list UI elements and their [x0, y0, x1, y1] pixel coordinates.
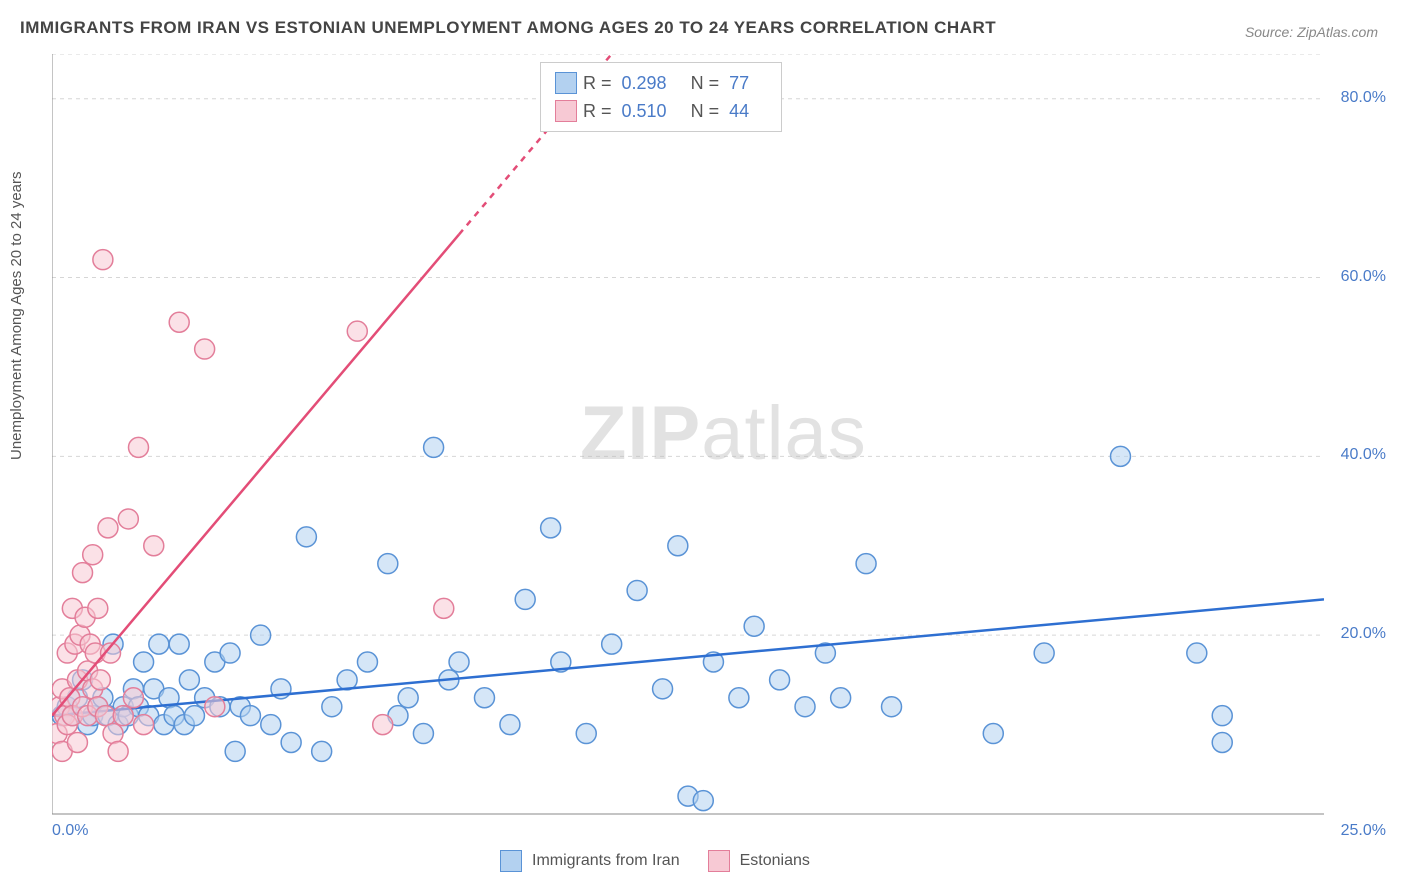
- y-axis-label: Unemployment Among Ages 20 to 24 years: [8, 171, 25, 460]
- scatter-point: [1212, 732, 1232, 752]
- scatter-point: [118, 509, 138, 529]
- correlation-legend: R = 0.298 N = 77 R = 0.510 N = 44: [540, 62, 782, 132]
- scatter-point: [98, 518, 118, 538]
- y-tick-label: 20.0%: [1341, 625, 1386, 643]
- scatter-point: [134, 715, 154, 735]
- series-legend-item: Estonians: [708, 850, 810, 872]
- plot-area: [52, 54, 1324, 824]
- y-tick-label: 60.0%: [1341, 268, 1386, 286]
- scatter-point: [413, 724, 433, 744]
- scatter-point: [322, 697, 342, 717]
- r-label: R =: [583, 101, 612, 122]
- legend-swatch: [500, 850, 522, 872]
- y-tick-label: 80.0%: [1341, 89, 1386, 107]
- legend-swatch: [555, 100, 577, 122]
- series-legend-item: Immigrants from Iran: [500, 850, 680, 872]
- scatter-point: [347, 321, 367, 341]
- scatter-point: [179, 670, 199, 690]
- scatter-point: [653, 679, 673, 699]
- scatter-point: [449, 652, 469, 672]
- scatter-point: [251, 625, 271, 645]
- n-value: 44: [729, 101, 749, 122]
- scatter-point: [357, 652, 377, 672]
- scatter-point: [123, 688, 143, 708]
- y-tick-label: 40.0%: [1341, 446, 1386, 464]
- scatter-point: [149, 634, 169, 654]
- correlation-legend-row: R = 0.298 N = 77: [555, 69, 767, 97]
- n-value: 77: [729, 73, 749, 94]
- legend-swatch: [708, 850, 730, 872]
- scatter-point: [169, 634, 189, 654]
- scatter-point: [128, 437, 148, 457]
- scatter-point: [770, 670, 790, 690]
- scatter-point: [296, 527, 316, 547]
- scatter-point: [729, 688, 749, 708]
- scatter-point: [373, 715, 393, 735]
- scatter-point: [500, 715, 520, 735]
- scatter-point: [67, 732, 87, 752]
- source-attribution: Source: ZipAtlas.com: [1245, 24, 1378, 40]
- scatter-point: [184, 706, 204, 726]
- scatter-point: [281, 732, 301, 752]
- scatter-svg: [52, 54, 1324, 824]
- x-tick-label: 0.0%: [52, 822, 88, 840]
- scatter-point: [95, 706, 115, 726]
- scatter-point: [983, 724, 1003, 744]
- scatter-point: [795, 697, 815, 717]
- scatter-point: [602, 634, 622, 654]
- scatter-point: [1110, 446, 1130, 466]
- scatter-point: [424, 437, 444, 457]
- scatter-point: [93, 250, 113, 270]
- scatter-point: [73, 563, 93, 583]
- scatter-point: [261, 715, 281, 735]
- scatter-point: [195, 339, 215, 359]
- scatter-point: [90, 670, 110, 690]
- scatter-point: [378, 554, 398, 574]
- scatter-point: [312, 741, 332, 761]
- r-label: R =: [583, 73, 612, 94]
- scatter-point: [88, 598, 108, 618]
- chart-title: IMMIGRANTS FROM IRAN VS ESTONIAN UNEMPLO…: [20, 18, 996, 38]
- scatter-point: [576, 724, 596, 744]
- n-label: N =: [691, 101, 720, 122]
- scatter-point: [225, 741, 245, 761]
- scatter-point: [541, 518, 561, 538]
- scatter-point: [169, 312, 189, 332]
- scatter-point: [113, 706, 133, 726]
- series-legend-label: Estonians: [740, 852, 810, 870]
- scatter-point: [668, 536, 688, 556]
- scatter-point: [103, 724, 123, 744]
- scatter-point: [1034, 643, 1054, 663]
- scatter-point: [693, 791, 713, 811]
- r-value: 0.510: [622, 101, 667, 122]
- scatter-point: [1187, 643, 1207, 663]
- scatter-point: [205, 697, 225, 717]
- trend-line: [52, 599, 1324, 715]
- scatter-point: [627, 580, 647, 600]
- scatter-point: [1212, 706, 1232, 726]
- n-label: N =: [691, 73, 720, 94]
- series-legend-label: Immigrants from Iran: [532, 852, 680, 870]
- scatter-point: [856, 554, 876, 574]
- scatter-point: [882, 697, 902, 717]
- scatter-point: [144, 536, 164, 556]
- scatter-point: [108, 741, 128, 761]
- scatter-point: [134, 652, 154, 672]
- scatter-point: [220, 643, 240, 663]
- scatter-point: [398, 688, 418, 708]
- scatter-point: [83, 545, 103, 565]
- scatter-point: [515, 589, 535, 609]
- scatter-point: [831, 688, 851, 708]
- scatter-point: [474, 688, 494, 708]
- correlation-legend-row: R = 0.510 N = 44: [555, 97, 767, 125]
- x-tick-label: 25.0%: [1341, 822, 1386, 840]
- scatter-point: [240, 706, 260, 726]
- series-legend: Immigrants from Iran Estonians: [500, 850, 810, 872]
- r-value: 0.298: [622, 73, 667, 94]
- scatter-point: [744, 616, 764, 636]
- legend-swatch: [555, 72, 577, 94]
- scatter-point: [434, 598, 454, 618]
